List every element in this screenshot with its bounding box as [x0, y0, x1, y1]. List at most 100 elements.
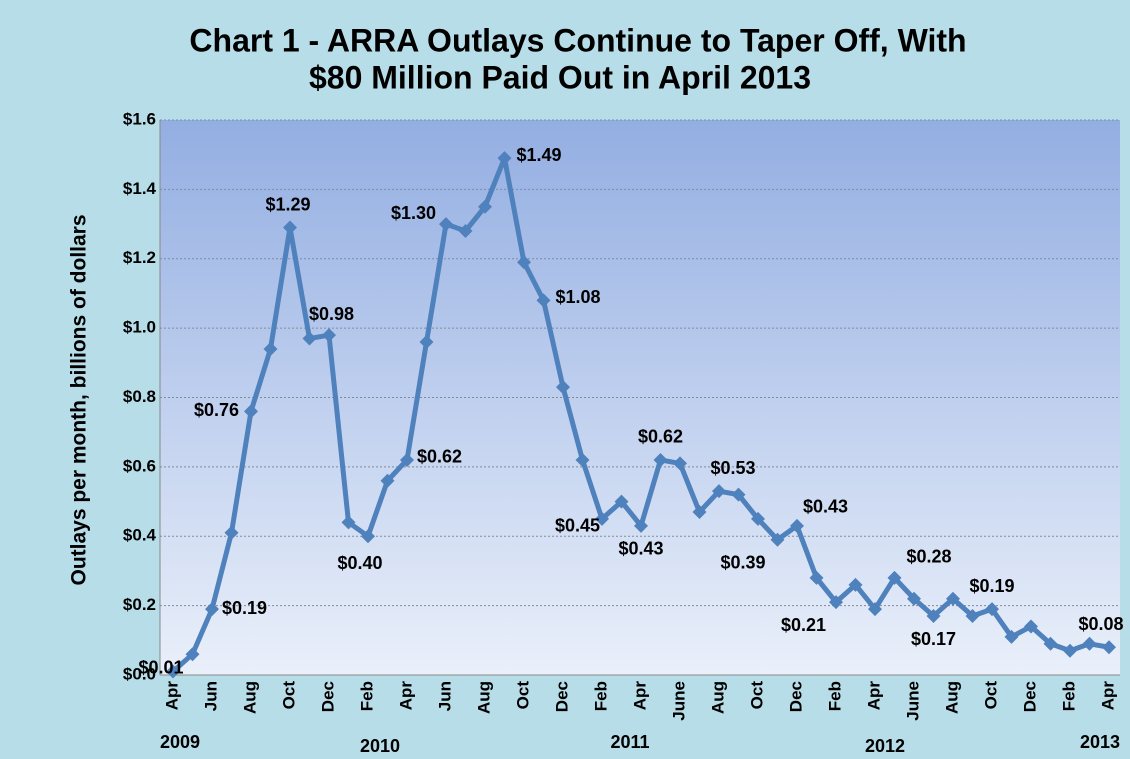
- data-label: $0.98: [309, 304, 354, 324]
- marker: [712, 484, 726, 499]
- marker: [907, 591, 921, 606]
- marker: [1082, 636, 1097, 651]
- marker: [185, 647, 200, 662]
- x-tick-label: Apr: [396, 681, 415, 711]
- data-label: $0.40: [337, 553, 382, 573]
- data-label: $1.30: [391, 203, 436, 223]
- x-tick-label: Dec: [1020, 681, 1039, 712]
- marker: [946, 591, 960, 606]
- marker: [478, 199, 492, 214]
- marker: [790, 518, 804, 533]
- marker: [829, 595, 843, 610]
- marker: [263, 341, 278, 356]
- marker: [205, 602, 219, 617]
- x-tick-label: Feb: [591, 681, 610, 711]
- marker: [380, 473, 395, 488]
- marker: [575, 452, 590, 467]
- y-tick-label: $0.4: [123, 526, 157, 545]
- x-tick-label: Dec: [318, 681, 337, 712]
- y-tick-label: $0.6: [123, 456, 156, 475]
- marker: [751, 511, 765, 526]
- marker: [985, 602, 999, 617]
- marker: [166, 664, 180, 679]
- chart-title: Chart 1 - ARRA Outlays Continue to Taper…: [189, 22, 966, 58]
- x-tick-label: Aug: [942, 681, 961, 714]
- marker: [400, 452, 414, 467]
- marker: [731, 487, 746, 502]
- x-tick-label: Aug: [708, 681, 727, 714]
- marker: [1024, 619, 1038, 634]
- data-label: $0.19: [222, 598, 267, 618]
- marker: [536, 293, 551, 308]
- marker: [614, 494, 629, 509]
- marker: [653, 452, 668, 467]
- x-tick-label: Oct: [279, 681, 298, 710]
- y-tick-label: $1.4: [123, 179, 157, 198]
- x-tick-label: June: [903, 681, 922, 721]
- data-label: $1.49: [517, 145, 562, 165]
- marker: [809, 570, 824, 585]
- data-label: $0.45: [555, 516, 600, 536]
- marker: [517, 255, 531, 270]
- x-tick-label: Jun: [435, 681, 454, 711]
- marker: [1063, 643, 1077, 658]
- marker: [302, 331, 317, 346]
- x-tick-label: Apr: [1098, 681, 1117, 711]
- y-tick-label: $1.2: [123, 248, 156, 267]
- marker: [497, 151, 512, 166]
- marker: [634, 518, 648, 533]
- marker: [244, 404, 258, 419]
- marker: [556, 380, 570, 395]
- x-tick-label: Aug: [474, 681, 493, 714]
- y-tick-label: $1.0: [123, 318, 156, 337]
- marker: [770, 532, 785, 547]
- data-label: $0.17: [911, 629, 956, 649]
- y-tick-label: $1.6: [123, 109, 156, 128]
- x-tick-label: Feb: [357, 681, 376, 711]
- y-tick-label: $0.0: [123, 664, 156, 683]
- data-label: $0.43: [618, 539, 663, 559]
- data-label: $1.08: [556, 287, 601, 307]
- marker: [1004, 629, 1019, 644]
- marker: [361, 529, 375, 544]
- data-label: $0.53: [710, 458, 755, 478]
- marker: [673, 456, 687, 471]
- marker: [419, 335, 434, 349]
- data-label: $0.19: [969, 576, 1014, 596]
- marker: [458, 224, 473, 238]
- x-tick-label: Feb: [1059, 681, 1078, 711]
- x-tick-label: Feb: [825, 681, 844, 711]
- x-tick-label: Oct: [513, 681, 532, 710]
- data-label: $0.21: [781, 615, 826, 635]
- x-tick-label: Apr: [630, 681, 649, 711]
- x-tick-label: June: [669, 681, 688, 721]
- marker: [439, 217, 453, 232]
- year-label: 2011: [610, 732, 649, 752]
- data-label: $0.62: [638, 427, 683, 447]
- data-label: $0.28: [907, 547, 952, 567]
- y-axis-label: Outlays per month, billions of dollars: [68, 214, 91, 585]
- chart-title: $80 Million Paid Out in April 2013: [309, 59, 811, 95]
- year-label: 2009: [160, 732, 200, 752]
- data-label: $0.62: [417, 447, 462, 467]
- data-label: $0.39: [720, 552, 765, 572]
- data-label: $0.08: [1078, 614, 1123, 634]
- marker: [1102, 640, 1116, 655]
- y-tick-label: $0.8: [123, 387, 156, 406]
- data-label: $0.43: [803, 497, 848, 517]
- marker: [341, 515, 356, 530]
- marker: [868, 602, 882, 617]
- marker: [1043, 636, 1058, 651]
- marker: [965, 609, 980, 624]
- x-tick-label: Dec: [552, 681, 571, 712]
- marker: [322, 328, 336, 343]
- x-tick-label: Oct: [747, 681, 766, 710]
- x-tick-label: Dec: [786, 681, 805, 712]
- marker: [848, 577, 863, 592]
- marker: [926, 609, 941, 624]
- y-tick-label: $0.2: [123, 595, 156, 614]
- marker: [692, 504, 707, 519]
- year-label: 2013: [1080, 732, 1120, 752]
- x-tick-label: Apr: [864, 681, 883, 711]
